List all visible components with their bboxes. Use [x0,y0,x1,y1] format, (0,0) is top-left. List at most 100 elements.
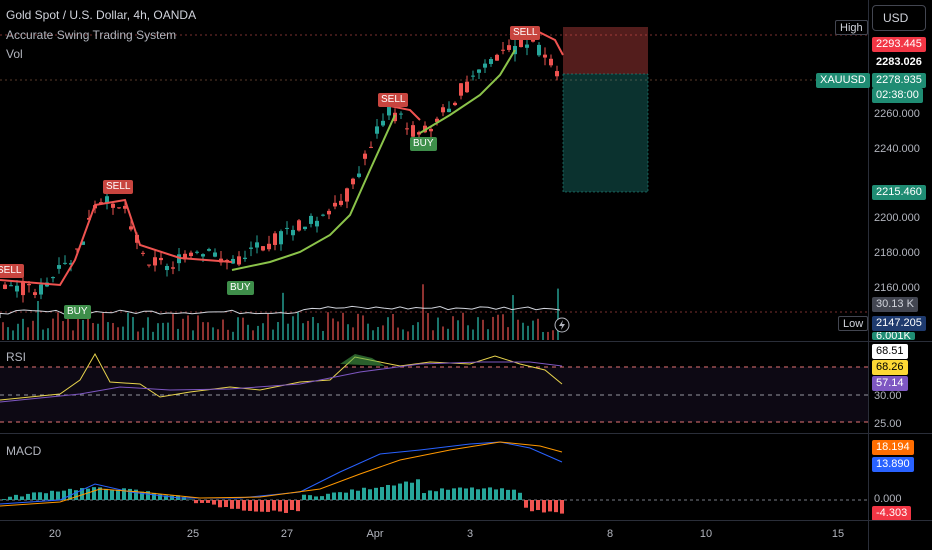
indicator-name[interactable]: Accurate Swing Trading System [6,28,177,42]
volume-bar [457,320,459,340]
countdown-tag: 02:38:00 [872,88,923,103]
symbol-title[interactable]: Gold Spot / U.S. Dollar, 4h, OANDA [6,8,197,22]
volume-bar [332,318,334,340]
candle-body [117,207,121,209]
volume-bar [417,322,419,340]
rsi-chart[interactable] [0,342,868,432]
candle-body [153,257,157,266]
macd-histogram-bar [464,488,468,500]
volume-bar [447,328,449,340]
volume-bar [77,314,79,340]
candle-body [3,284,7,289]
macd-histogram-bar [260,500,264,512]
volume-bar [432,330,434,340]
macd-histogram-bar [32,492,36,500]
rsi-label[interactable]: RSI [6,350,27,364]
macd-histogram-bar [548,500,552,512]
volume-bar [397,327,399,340]
volume-bar [257,325,259,340]
macd-histogram-bar [554,500,558,513]
volume-bar [462,312,464,340]
macd-histogram-bar [38,492,42,500]
volume-bar [557,288,559,340]
buy-signal-marker: BUY [410,137,437,151]
macd-histogram-bar [122,488,126,500]
macd-histogram-bar [68,488,72,500]
candle-body [465,81,469,93]
price-pane[interactable]: Gold Spot / U.S. Dollar, 4h, OANDA Accur… [0,0,868,340]
time-tick: 25 [186,528,200,540]
volume-bar [382,325,384,340]
volume-bar [87,318,89,340]
macd-histogram-bar [20,496,24,500]
price-chart[interactable] [0,0,868,340]
sell-trail-line [0,198,233,287]
candle-body [81,241,85,245]
macd-histogram-bar [452,488,456,500]
price-scale[interactable] [868,0,932,550]
pane-separator[interactable] [0,341,932,342]
macd-histogram-bar [80,488,84,500]
macd-histogram-bar [506,489,510,500]
candle-body [339,200,343,205]
buy-trail-line [231,114,396,271]
macd-histogram-bar [494,489,498,500]
rsi-value-tag: 68.51 [872,344,908,359]
macd-chart[interactable] [0,434,868,520]
volume-bar [82,319,84,340]
volume-bar [72,330,74,340]
macd-histogram-bar [338,492,342,500]
macd-histogram-bar [530,500,534,512]
volume-bar [47,328,49,340]
candle-body [411,125,415,137]
volume-bar [327,312,329,340]
sell-signal-marker: SELL [510,26,541,40]
candle-body [375,126,379,134]
volume-label[interactable]: Vol [6,47,23,61]
macd-histogram-bar [440,488,444,500]
volume-bar [232,331,234,340]
volume-bar [292,316,294,340]
candle-body [357,173,361,177]
rsi-pane[interactable]: RSI [0,342,868,432]
macd-histogram-bar [8,496,12,500]
currency-button[interactable]: USD [872,5,926,31]
macd-histogram-bar [524,500,528,508]
macd-pane[interactable]: MACD [0,434,868,520]
macd-histogram-bar [164,495,168,500]
macd-histogram-bar [128,488,132,500]
volume-bar [337,321,339,340]
sell-signal-marker: SELL [103,180,134,194]
candle-body [459,83,463,96]
macd-histogram-bar [302,494,306,500]
macd-signal-value-tag: 13.890 [872,457,914,472]
volume-bar [312,316,314,340]
volume-bar [157,323,159,340]
volume-bar [212,327,214,340]
pane-separator[interactable] [0,433,932,434]
signal-line [0,441,563,507]
candle-body [267,243,271,250]
macd-histogram-bar [254,500,258,512]
sell-signal-marker: SELL [0,264,25,278]
volume-bar [137,331,139,340]
low-value-tag: 2147.205 [872,316,926,331]
candle-body [189,252,193,257]
price-tick: 2240.000 [874,143,920,155]
volume-bar [112,322,114,340]
volume-bar [322,330,324,340]
volume-bar [427,313,429,340]
volume-bar [507,327,509,340]
macd-hist-value-tag: -4.303 [872,506,912,521]
volume-bar [537,318,539,340]
macd-histogram-bar [380,487,384,500]
volume-bar [487,329,489,340]
macd-histogram-bar [236,500,240,509]
price-tick: 2160.000 [874,282,920,294]
time-tick: 8 [606,528,614,540]
candle-body [549,58,553,66]
candle-body [537,44,541,56]
volume-bar [522,322,524,340]
macd-label[interactable]: MACD [6,444,42,458]
candle-body [57,265,61,269]
